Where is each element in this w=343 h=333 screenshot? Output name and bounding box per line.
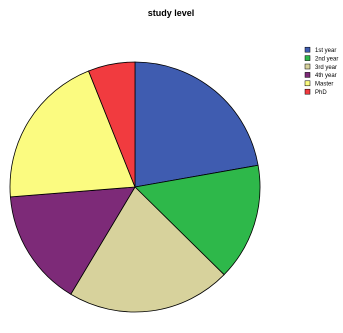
legend-label: 4th year	[315, 73, 337, 79]
legend-swatch	[304, 46, 311, 53]
legend-label: 3rd year	[315, 65, 337, 71]
pie-slice-1st-year	[134, 61, 259, 188]
legend-swatch	[304, 55, 311, 61]
pie-slices	[9, 61, 261, 313]
legend: 1st year 2nd year 3rd year 4th year Master Ph…	[304, 46, 338, 96]
legend-swatch	[304, 80, 311, 87]
legend-swatch	[304, 72, 311, 78]
pie-slice-2nd-year	[134, 164, 261, 276]
pie-slice-3rd-year	[70, 186, 225, 313]
pie-slice-master	[9, 70, 136, 198]
legend-label: Master	[315, 82, 333, 88]
legend-label: 1st year	[315, 48, 336, 54]
legend-label: 2nd year	[315, 56, 338, 62]
pie-slice-phd	[88, 61, 136, 188]
legend-label: PhD	[315, 90, 327, 96]
chart-title: study level	[148, 8, 195, 18]
pie-slice-4th-year	[9, 186, 136, 295]
legend-swatch	[304, 63, 311, 70]
legend-swatch	[304, 88, 311, 95]
